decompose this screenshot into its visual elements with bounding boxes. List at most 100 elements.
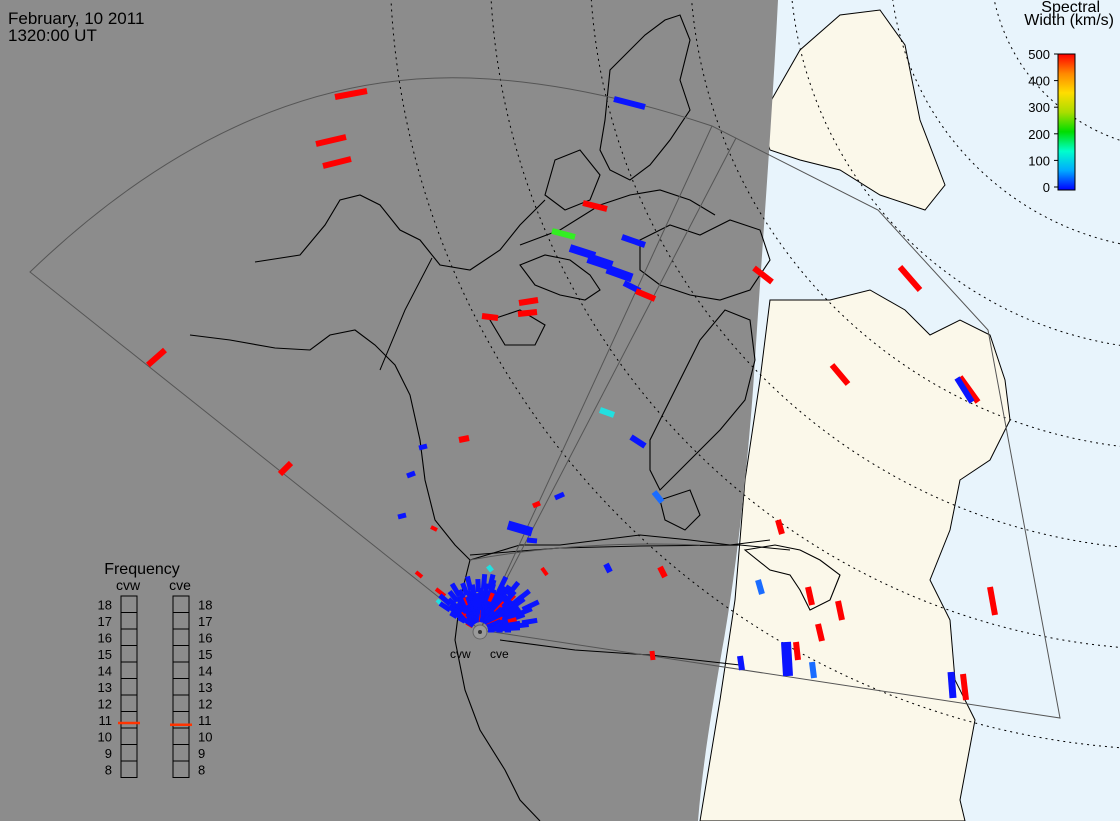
- scatter-cell: [947, 671, 957, 699]
- scatter-cell: [526, 537, 538, 544]
- frequency-tick-left: 13: [98, 680, 112, 695]
- scatter-cell: [430, 525, 438, 532]
- radar-field-of-view: [29, 77, 1061, 719]
- frequency-tick-left: 14: [98, 663, 112, 678]
- scatter-cell: [446, 597, 458, 609]
- scatter-cell: [496, 575, 509, 593]
- frequency-tick-right: 15: [198, 647, 212, 662]
- frequency-cell: [120, 760, 138, 778]
- color-scale: 500 400 300 200 100 0: [1028, 47, 1076, 195]
- color-scale-title-line1: Spectral: [1041, 0, 1100, 16]
- scatter-cell: [582, 200, 608, 212]
- scatter-cell: [510, 625, 521, 631]
- scatter-cell: [793, 641, 801, 661]
- color-scale-tick-label: 400: [1028, 74, 1050, 89]
- scatter-cell: [752, 265, 774, 285]
- color-scale-tick-label: 300: [1028, 100, 1050, 115]
- scatter-cell: [629, 434, 647, 449]
- scatter-cell: [805, 586, 815, 606]
- scatter-cell: [835, 600, 845, 621]
- color-scale-tick-label: 500: [1028, 47, 1050, 62]
- scatter-cell: [514, 588, 531, 604]
- scatter-cell: [603, 562, 613, 574]
- color-scale-tick-label: 200: [1028, 127, 1050, 142]
- scatter-cell: [322, 156, 352, 169]
- scatter-cell: [532, 500, 541, 509]
- scatter-cell: [737, 655, 745, 671]
- frequency-title: Frequency: [104, 561, 180, 578]
- radar-sites: cvw cve: [450, 624, 509, 661]
- scatter-cell: [487, 592, 496, 603]
- scatter-cell: [507, 617, 518, 625]
- scatter-cell: [397, 512, 407, 520]
- time-label: 1320:00 UT: [8, 26, 97, 45]
- frequency-tick-right: 18: [198, 597, 212, 612]
- scatter-cell: [506, 520, 534, 537]
- night-side-shading: [0, 0, 778, 821]
- frequency-tick-right: 12: [198, 696, 212, 711]
- frequency-tick-right: 9: [198, 746, 205, 761]
- scatter-cell: [434, 587, 447, 598]
- radar-site-center: [478, 630, 482, 634]
- scatter-cell: [315, 134, 347, 147]
- frequency-tick-right: 17: [198, 614, 212, 629]
- radar-label-cve: cve: [490, 647, 509, 661]
- scatter-cell: [458, 435, 470, 443]
- scatter-cell: [649, 650, 656, 661]
- scatter-cell: [781, 641, 793, 677]
- scatter-cell: [518, 297, 539, 306]
- scatter-cell: [987, 586, 998, 616]
- frequency-tick-left: 9: [105, 746, 112, 761]
- frequency-tick-left: 12: [98, 696, 112, 711]
- scatter-cell: [414, 570, 424, 579]
- scatter-cell: [334, 88, 368, 100]
- color-scale-tick-label: 100: [1028, 153, 1050, 168]
- scatter-cell: [506, 580, 521, 597]
- radar-label-cvw: cvw: [450, 647, 471, 661]
- coastlines: [189, 14, 841, 821]
- scatter-cell: [605, 264, 634, 283]
- scatter-cell: [486, 564, 494, 573]
- scatter-cell: [634, 288, 657, 302]
- frequency-tick-left: 16: [98, 630, 112, 645]
- scatter-cell: [494, 594, 505, 605]
- scatter-cell: [960, 673, 969, 701]
- scatter-cell: [517, 309, 538, 317]
- frequency-tick-left: 11: [99, 713, 113, 728]
- scatter-cell: [406, 470, 416, 479]
- scatter-cell: [418, 443, 428, 451]
- scatter-cell: [499, 584, 512, 599]
- scatter-cell: [657, 565, 668, 579]
- frequency-tick-right: 16: [198, 630, 212, 645]
- scatter-cell: [957, 375, 981, 404]
- scatter-cell: [449, 582, 462, 598]
- scatter-cell: [897, 265, 923, 292]
- scatter-cell: [553, 491, 566, 501]
- scatter-cell: [277, 460, 294, 477]
- scatter-cell: [540, 566, 549, 577]
- scatter-cell: [586, 253, 614, 271]
- scatter-cell: [651, 490, 665, 504]
- scatter-cell: [613, 96, 646, 110]
- scatter-cell: [954, 376, 975, 404]
- scatter-cell: [775, 519, 785, 535]
- color-scale-bar: [1057, 53, 1076, 191]
- frequency-tick-right: 14: [198, 663, 212, 678]
- scatter-cell: [755, 579, 765, 595]
- scatter-cell: [551, 228, 576, 240]
- frequency-tick-right: 11: [198, 713, 212, 728]
- scatter-cell: [438, 593, 452, 607]
- scatter-cell: [146, 347, 167, 368]
- color-scale-title-line2: Width (km/s): [1024, 12, 1114, 29]
- scatter-cell: [475, 578, 481, 593]
- scatter-cell: [521, 617, 538, 626]
- frequency-col-left: cvw: [116, 577, 141, 593]
- scatter-cell: [481, 313, 499, 321]
- frequency-col-right: cve: [169, 577, 191, 593]
- frequency-tick-left: 10: [98, 729, 112, 744]
- color-scale-ticks: 500 400 300 200 100 0: [1028, 47, 1058, 195]
- scatter-cell: [465, 575, 474, 591]
